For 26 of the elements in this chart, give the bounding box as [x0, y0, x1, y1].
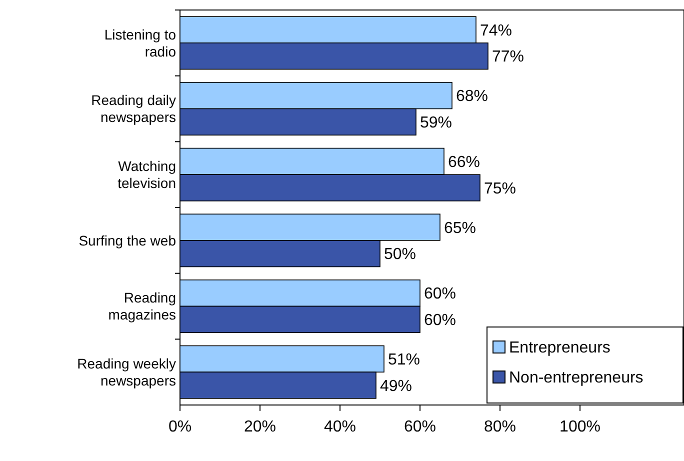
data-label: 51%	[388, 352, 420, 369]
x-tick-label: 40%	[324, 418, 356, 436]
x-tick-label: 100%	[560, 418, 600, 436]
y-tick-label: Watching television	[118, 158, 176, 191]
data-label: 60%	[424, 286, 456, 303]
y-tick-label: Reading magazines	[108, 290, 176, 323]
legend-label: Non-entrepreneurs	[509, 370, 644, 387]
y-tick-label: Reading daily newspapers	[91, 92, 176, 126]
data-label: 68%	[456, 88, 488, 106]
x-tick-label: 0%	[168, 418, 192, 436]
data-label: 66%	[448, 154, 480, 172]
data-label: 49%	[380, 378, 412, 395]
data-label: 59%	[420, 114, 452, 132]
x-tick-label: 80%	[484, 418, 516, 436]
data-label: 60%	[424, 312, 456, 330]
x-tick-label: 60%	[404, 418, 436, 436]
data-label: 77%	[492, 48, 524, 66]
data-label: 74%	[480, 22, 512, 40]
y-tick-label: Reading weekly newspapers	[77, 355, 176, 388]
data-label: 75%	[484, 180, 516, 198]
legend-label: Entrepreneurs	[509, 340, 610, 357]
data-label: 50%	[384, 246, 416, 264]
y-tick-label: Surfing the web	[78, 232, 176, 248]
data-label: 65%	[444, 220, 476, 237]
y-tick-label: Listening to radio	[104, 26, 176, 60]
x-tick-label: 20%	[244, 418, 276, 436]
